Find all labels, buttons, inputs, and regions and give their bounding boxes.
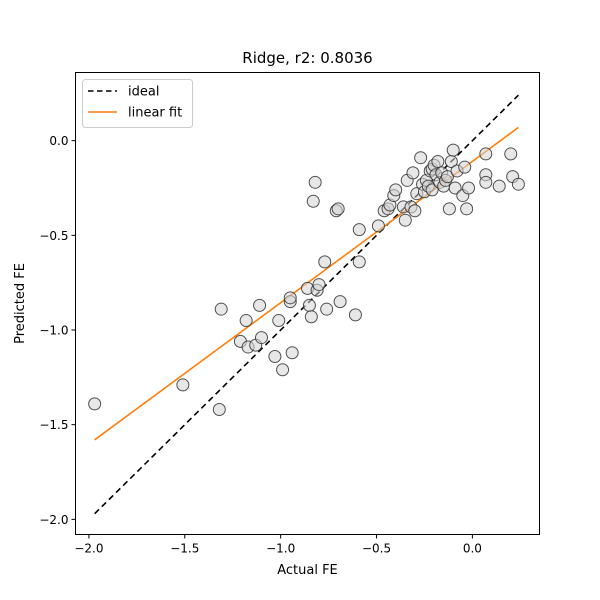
scatter-point [511,177,525,191]
x-tick-label: −2.0 [74,542,103,556]
scatter-point [414,151,428,165]
scatter-point [408,204,422,218]
scatter-point [460,202,474,216]
scatter-point [320,302,334,316]
x-tick-label: −1.0 [266,542,295,556]
scatter-point [431,154,445,168]
scatter-point [306,194,320,208]
scatter-point [88,397,102,411]
x-tick-label: 0.0 [463,542,482,556]
scatter-point [442,202,456,216]
y-tick-label: −1.5 [39,418,68,432]
scatter-point [312,278,326,292]
y-tick-label: 0.0 [49,134,68,148]
scatter-point [254,331,268,345]
scatter-point [352,255,366,269]
scatter-point [268,350,282,364]
scatter-point [212,403,226,417]
scatter-point [283,291,297,305]
y-tick-label: −2.0 [39,513,68,527]
scatter-point [302,298,316,312]
scatter-point [425,183,439,197]
x-tick-label: −1.5 [170,542,199,556]
legend-ideal-label: ideal [128,85,159,100]
scatter-points [88,143,525,417]
scatter-point [458,160,472,174]
scatter-point [308,175,322,189]
scatter-point [214,302,228,316]
legend: ideal linear fit [82,79,193,128]
scatter-point [406,166,420,180]
scatter-point [371,219,385,233]
scatter-point [504,147,518,161]
legend-fit-label: linear fit [128,106,182,121]
scatter-point [285,346,299,360]
x-axis-ticks: −2.0 −1.5 −1.0 −0.5 0.0 [74,534,482,556]
scatter-point [239,314,253,328]
scatter-point [492,179,506,193]
scatter-point [448,181,462,195]
scatter-point [331,202,345,216]
scatter-point [348,308,362,322]
scatter-point [352,223,366,237]
scatter-point [318,255,332,269]
y-tick-label: −1.0 [39,324,68,338]
scatter-point [176,378,190,392]
scatter-point [272,314,286,328]
x-tick-label: −0.5 [362,542,391,556]
scatter-point [276,363,290,377]
y-tick-label: −0.5 [39,229,68,243]
y-axis-label: Predicted FE [13,263,28,344]
scatter-point [253,298,267,312]
axes-frame [75,72,540,535]
chart-title: Ridge, r2: 0.8036 [242,49,372,67]
scatter-point [398,213,412,227]
x-axis-label: Actual FE [277,563,338,578]
scatter-point [333,295,347,309]
scatter-point [462,181,476,195]
y-axis-ticks: −2.0 −1.5 −1.0 −0.5 0.0 [39,134,76,527]
scatter-point [440,170,454,184]
scatter-point [446,143,460,157]
scatter-point [389,183,403,197]
scatter-point [304,310,318,324]
scatter-point [479,147,493,161]
scatter-point [479,175,493,189]
